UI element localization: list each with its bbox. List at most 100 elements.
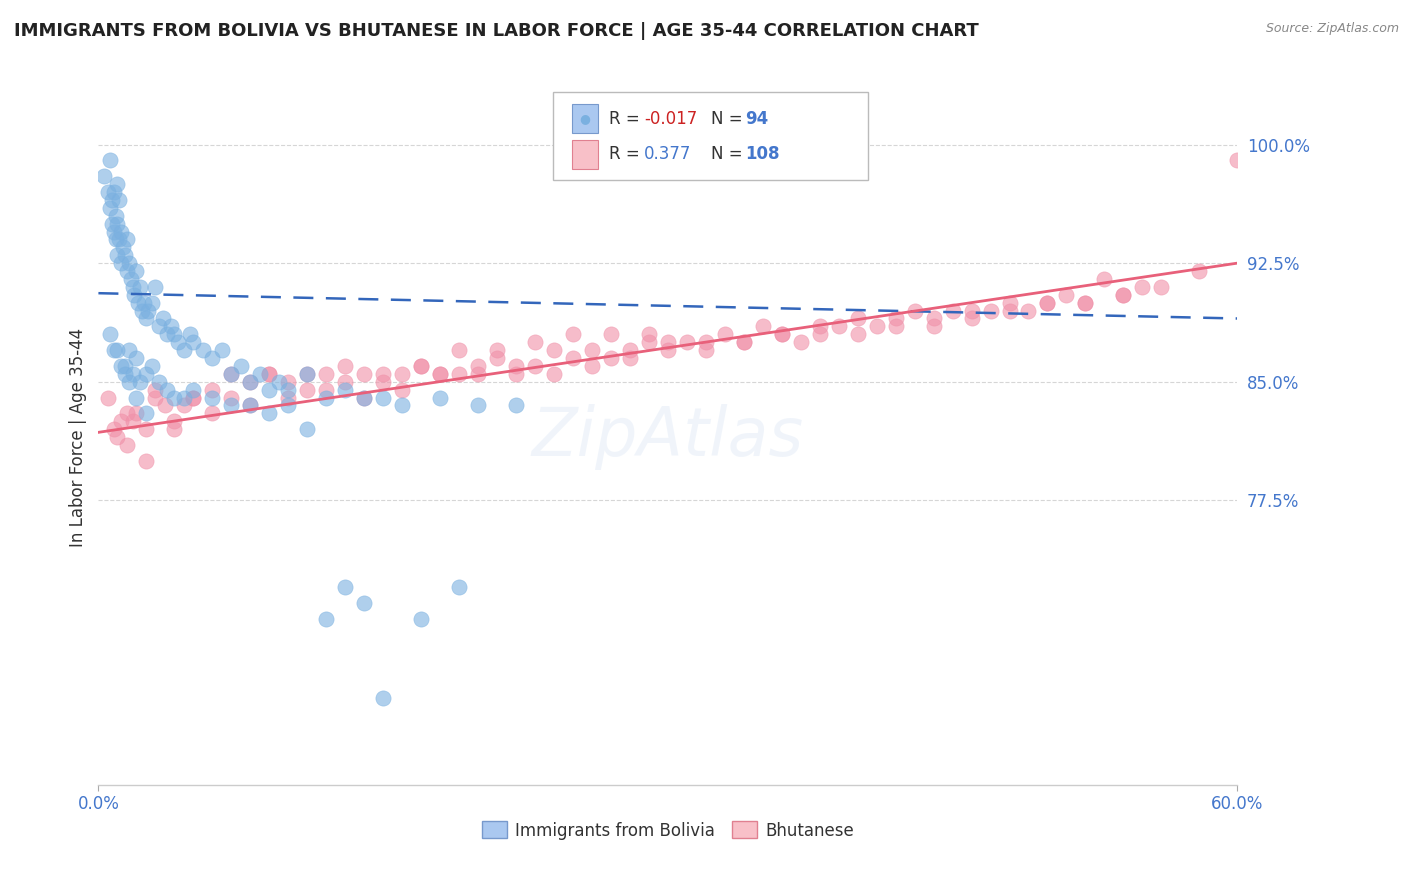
Point <box>486 343 509 357</box>
Point <box>100 193 122 207</box>
Point <box>315 391 337 405</box>
Point <box>135 367 157 381</box>
Point <box>315 612 337 626</box>
Text: 108: 108 <box>745 145 780 163</box>
Text: R =: R = <box>609 145 645 163</box>
Point <box>695 343 717 357</box>
Point <box>828 319 851 334</box>
Point <box>135 422 157 436</box>
Point <box>156 383 179 397</box>
Text: IMMIGRANTS FROM BOLIVIA VS BHUTANESE IN LABOR FORCE | AGE 35-44 CORRELATION CHAR: IMMIGRANTS FROM BOLIVIA VS BHUTANESE IN … <box>14 22 979 40</box>
Point <box>97 185 120 199</box>
Point <box>752 319 775 334</box>
Point <box>120 272 142 286</box>
Point <box>103 225 125 239</box>
Point <box>922 311 945 326</box>
Point <box>846 311 869 326</box>
Point <box>156 327 179 342</box>
Point <box>524 359 547 373</box>
Point <box>152 311 174 326</box>
Point <box>411 359 433 373</box>
Point <box>115 232 138 246</box>
Point <box>335 359 357 373</box>
Point <box>449 343 471 357</box>
Point <box>600 351 623 365</box>
Point <box>581 343 603 357</box>
Point <box>353 596 375 610</box>
Point <box>114 367 136 381</box>
Point <box>163 422 186 436</box>
Point <box>249 367 271 381</box>
Point <box>110 359 132 373</box>
Point <box>695 335 717 350</box>
Point <box>159 319 181 334</box>
Point <box>1094 272 1116 286</box>
Point <box>1036 295 1059 310</box>
Point <box>163 414 186 428</box>
Point <box>297 367 319 381</box>
Point <box>581 359 603 373</box>
Point <box>770 327 793 342</box>
Point <box>129 280 152 294</box>
Point <box>183 391 205 405</box>
Point <box>259 406 281 420</box>
Point <box>277 375 299 389</box>
Point <box>110 256 132 270</box>
Point <box>121 367 143 381</box>
Point <box>167 335 190 350</box>
Point <box>1056 287 1078 301</box>
Point <box>619 351 641 365</box>
Point <box>942 303 965 318</box>
Point <box>998 295 1021 310</box>
Point <box>960 311 983 326</box>
Point <box>676 335 699 350</box>
Point <box>259 383 281 397</box>
Point <box>1226 153 1249 168</box>
Point <box>136 303 159 318</box>
Point <box>846 327 869 342</box>
Point <box>1112 287 1135 301</box>
Text: N =: N = <box>711 145 748 163</box>
Point <box>132 295 155 310</box>
Point <box>391 383 413 397</box>
Point <box>115 406 138 420</box>
Text: N =: N = <box>711 110 748 128</box>
Point <box>145 391 167 405</box>
Point <box>107 177 129 191</box>
Point <box>135 454 157 468</box>
Point <box>173 343 195 357</box>
Point <box>1074 295 1097 310</box>
Point <box>1018 303 1040 318</box>
Point <box>524 335 547 350</box>
Point <box>221 399 243 413</box>
Point <box>371 690 394 705</box>
Point <box>201 406 224 420</box>
Point <box>221 391 243 405</box>
Point <box>562 351 585 365</box>
Point <box>183 391 205 405</box>
Point <box>998 303 1021 318</box>
Point <box>125 264 148 278</box>
Point <box>163 391 186 405</box>
Point <box>638 327 661 342</box>
Point <box>297 367 319 381</box>
Point <box>1150 280 1173 294</box>
Point <box>211 343 233 357</box>
Point <box>467 359 489 373</box>
Point <box>108 193 131 207</box>
Point <box>371 375 394 389</box>
Point <box>125 406 148 420</box>
Point <box>125 351 148 365</box>
Point <box>239 375 262 389</box>
Point <box>335 375 357 389</box>
Point <box>173 399 195 413</box>
Point <box>449 367 471 381</box>
Point <box>114 248 136 262</box>
Point <box>638 335 661 350</box>
Point <box>148 319 170 334</box>
Point <box>179 327 201 342</box>
Point <box>97 391 120 405</box>
Point <box>107 343 129 357</box>
Point <box>124 287 146 301</box>
Text: R =: R = <box>609 110 645 128</box>
